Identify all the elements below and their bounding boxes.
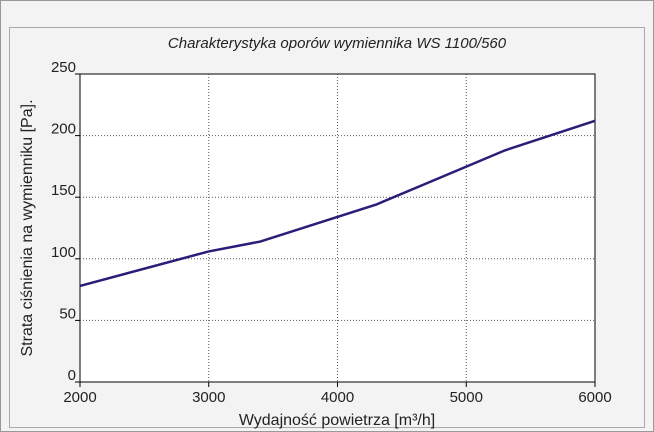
chart-title: Charakterystyka oporów wymiennika WS 110…: [168, 35, 507, 52]
x-tick-label: 4000: [321, 389, 354, 406]
x-tick-label: 2000: [63, 389, 96, 406]
y-tick-label: 50: [59, 305, 76, 322]
y-tick-label: 250: [51, 59, 76, 76]
y-tick-label: 150: [51, 182, 76, 199]
line-series: [79, 119, 596, 288]
y-tick-label: 0: [68, 367, 76, 384]
y-tick-label: 100: [51, 244, 76, 261]
y-tick-label: 200: [51, 121, 76, 138]
x-axis-label: Wydajność powietrza [m³/h]: [239, 412, 435, 429]
x-tick-label: 6000: [578, 389, 611, 406]
y-axis-label: Strata ciśnienia na wymienniku [Pa].: [19, 99, 36, 356]
x-tick-label: 3000: [192, 389, 225, 406]
inner-frame: [9, 27, 645, 428]
x-tick-label: 5000: [450, 389, 483, 406]
